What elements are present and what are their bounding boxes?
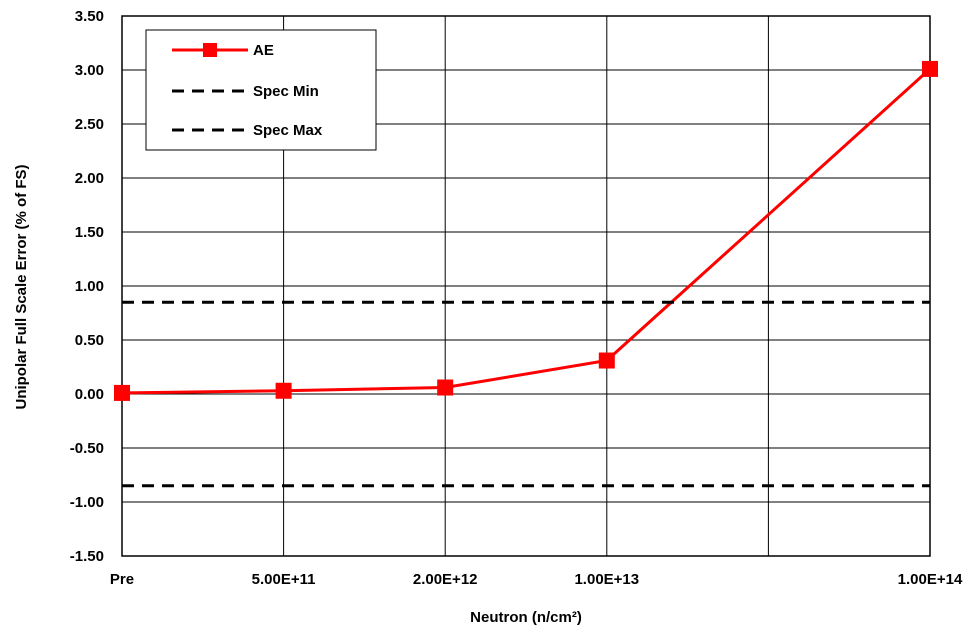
series-layer xyxy=(114,60,938,488)
x-tick-labels: Pre 5.00E+11 2.00E+12 1.00E+13 1.00E+14 xyxy=(110,571,963,588)
x-tick-label: 1.00E+14 xyxy=(898,571,963,588)
y-tick-label: 3.00 xyxy=(75,62,104,79)
y-tick-label: 3.50 xyxy=(75,8,104,25)
legend-spec-max-label: Spec Max xyxy=(253,122,323,139)
series-ae-marker xyxy=(275,382,292,399)
y-tick-label: 0.00 xyxy=(75,386,104,403)
x-axis-label: Neutron (n/cm²) xyxy=(470,609,582,626)
y-tick-label: 1.00 xyxy=(75,278,104,295)
y-tick-label: 2.00 xyxy=(75,170,104,187)
y-tick-labels: 3.50 3.00 2.50 2.00 1.50 1.00 0.50 0.00 -0.50 -1.… xyxy=(70,8,104,565)
plot-area-border xyxy=(121,15,931,557)
x-tick-label: 2.00E+12 xyxy=(413,571,478,588)
series-ae-marker xyxy=(437,379,454,396)
legend-ae-marker xyxy=(203,43,217,57)
legend-ae-label: AE xyxy=(253,42,274,59)
y-tick-label: 2.50 xyxy=(75,116,104,133)
y-tick-label: -1.50 xyxy=(70,548,104,565)
x-tick-label: Pre xyxy=(110,571,134,588)
y-tick-label: -0.50 xyxy=(70,440,104,457)
x-tick-label: 1.00E+13 xyxy=(574,571,639,588)
y-axis-label: Unipolar Full Scale Error (% of FS) xyxy=(13,164,30,409)
series-ae-marker xyxy=(114,384,130,401)
series-ae-marker xyxy=(922,60,938,77)
x-tick-label: 5.00E+11 xyxy=(252,571,316,588)
legend: AE Spec Min Spec Max xyxy=(145,29,377,151)
legend-spec-min-label: Spec Min xyxy=(253,83,319,100)
series-ae-marker xyxy=(598,352,615,369)
y-tick-label: 1.50 xyxy=(75,224,104,241)
y-tick-label: -1.00 xyxy=(70,494,104,511)
y-tick-label: 0.50 xyxy=(75,332,104,349)
